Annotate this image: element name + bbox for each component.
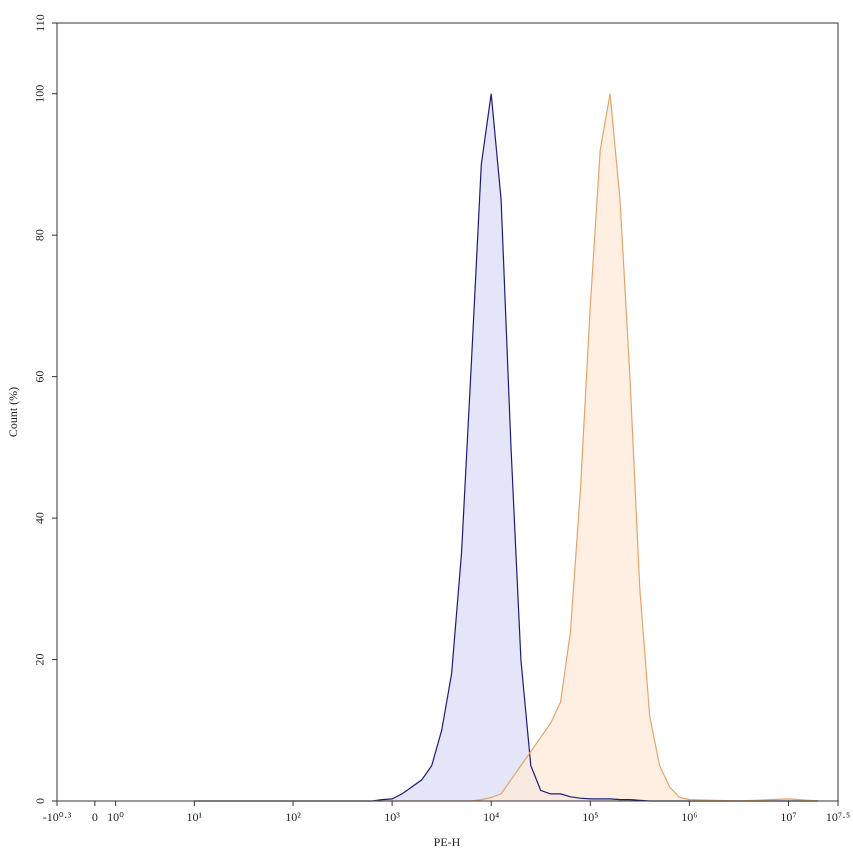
- x-tick-label: 10⁵: [582, 810, 598, 824]
- x-tick-label: 10⁴: [483, 810, 499, 824]
- plot-frame: [56, 22, 839, 802]
- x-tick-label: -10⁰·³: [43, 810, 72, 824]
- y-axis-label: Count (%): [6, 387, 20, 437]
- y-tick-label: 80: [33, 229, 47, 241]
- x-tick-label: 10⁷·⁵: [826, 810, 850, 824]
- x-tick-label: 10³: [384, 810, 400, 824]
- y-tick-label: 60: [33, 371, 47, 383]
- x-tick-label: 10⁰: [107, 810, 124, 824]
- x-tick-label: 10⁶: [681, 810, 697, 824]
- y-tick-label: 0: [33, 798, 47, 804]
- y-tick-label: 20: [33, 654, 47, 666]
- x-tick-label: 10²: [285, 810, 301, 824]
- series-area: [194, 93, 819, 801]
- y-tick-label: 110: [33, 14, 47, 32]
- x-tick-label: 0: [92, 810, 98, 824]
- x-tick-label: 10¹: [187, 810, 203, 824]
- y-tick-label: 40: [33, 512, 47, 524]
- y-tick-label: 100: [33, 85, 47, 103]
- x-tick-label: 10⁷: [780, 810, 796, 824]
- x-axis-label: PE-H: [434, 835, 461, 849]
